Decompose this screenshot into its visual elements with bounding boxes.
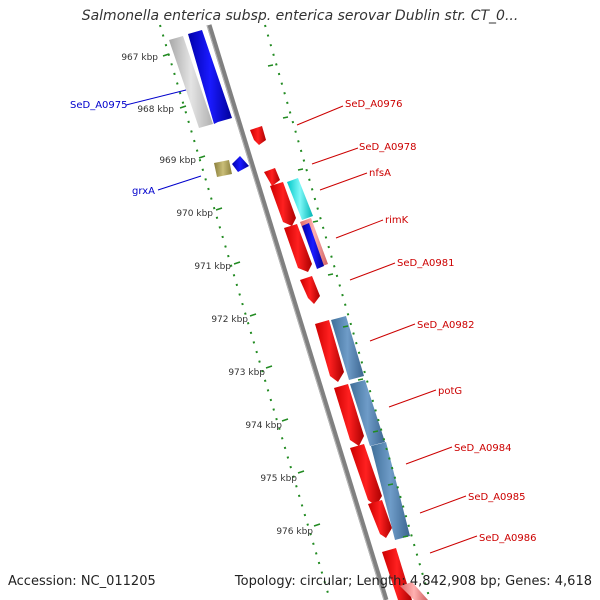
gene-label-potG[interactable]: potG: [438, 386, 462, 397]
gene-feature-SeD_A0984-steel: [371, 442, 410, 540]
tick-mark: [372, 430, 379, 433]
gene-label-SeD_A0982[interactable]: SeD_A0982: [417, 320, 475, 331]
gene-label-nfsA[interactable]: nfsA: [369, 168, 391, 179]
tick-mark: [282, 116, 289, 119]
label-connector: [296, 105, 344, 126]
gene-label-SeD_A0981[interactable]: SeD_A0981: [397, 258, 455, 269]
tick-label: 976 kbp: [276, 527, 313, 537]
tick-mark: [327, 273, 334, 276]
tick-mark: [198, 155, 206, 159]
gene-label-grxA[interactable]: grxA: [132, 186, 155, 197]
tick-ring-inner: [159, 24, 331, 600]
gene-feature-SeD_A0978: [270, 182, 296, 226]
label-connector: [319, 172, 368, 191]
gene-feature-SeD_A0985: [368, 500, 392, 538]
gene-feature-SeD_A0975: [188, 30, 232, 124]
genome-backbone-highlight: [206, 24, 385, 600]
tick-mark: [233, 261, 241, 265]
label-connector: [125, 89, 187, 106]
label-connector: [369, 323, 416, 342]
gene-feature-SeD_A0975-shadow: [169, 36, 213, 128]
accession-text: Accession: NC_011205: [8, 574, 156, 589]
tick-mark: [313, 523, 321, 527]
gene-feature-grxA-arrow: [232, 156, 249, 172]
map-title: Salmonella enterica subsp. enterica sero…: [81, 8, 519, 24]
label-connector: [311, 147, 359, 165]
gene-feature-nfsA: [287, 178, 313, 220]
gene-label-SeD_A0984[interactable]: SeD_A0984: [454, 443, 512, 454]
label-connector: [429, 535, 478, 554]
label-connector: [335, 219, 384, 239]
tick-label: 972 kbp: [211, 315, 248, 325]
gene-feature-potG-steel: [350, 380, 385, 446]
gene-feature-SeD_A0984: [350, 444, 382, 506]
gene-feature-SeD_A0982: [315, 320, 344, 382]
label-connector: [157, 175, 202, 191]
gene-feature-SeD_A0978-a: [264, 168, 280, 186]
tick-mark: [342, 325, 349, 328]
tick-label: 969 kbp: [159, 156, 196, 166]
tick-label: 971 kbp: [194, 262, 231, 272]
tick-marks: 967 kbp 968 kbp 969 kbp 970 kbp 971 kbp …: [121, 53, 409, 538]
summary-text: Topology: circular; Length: 4,842,908 bp…: [234, 574, 592, 589]
gene-label-SeD_A0978[interactable]: SeD_A0978: [359, 142, 417, 153]
tick-mark: [312, 220, 319, 223]
gene-labels: SeD_A0975 grxA SeD_A0976 SeD_A0978 nfsA …: [70, 89, 537, 554]
tick-label: 975 kbp: [260, 474, 297, 484]
tick-label: 967 kbp: [121, 53, 158, 63]
tick-mark: [297, 470, 305, 474]
gene-label-SeD_A0986[interactable]: SeD_A0986: [479, 533, 537, 544]
tick-mark: [179, 105, 187, 109]
gene-label-rimK[interactable]: rimK: [385, 215, 409, 226]
tick-mark: [267, 64, 274, 67]
label-connector: [405, 446, 453, 465]
label-connector: [419, 495, 467, 514]
tick-mark: [215, 207, 223, 211]
tick-label: 973 kbp: [228, 368, 265, 378]
tick-mark: [281, 418, 289, 422]
gene-label-SeD_A0975[interactable]: SeD_A0975: [70, 100, 128, 111]
gene-feature-grxA: [214, 160, 232, 177]
tick-label: 974 kbp: [245, 421, 282, 431]
tick-mark: [387, 483, 394, 486]
gene-feature-rimK-blue: [302, 223, 324, 269]
tick-mark: [357, 378, 364, 381]
tick-mark: [162, 53, 170, 57]
gene-feature-SeD_A0982-steel: [331, 316, 364, 380]
tick-mark: [297, 168, 304, 171]
label-connector: [388, 389, 437, 408]
gene-feature-SeD_A0986-tail: [400, 582, 428, 600]
tick-mark: [265, 365, 273, 369]
tick-mark: [249, 313, 257, 317]
gene-feature-potG: [334, 384, 364, 446]
gene-label-SeD_A0985[interactable]: SeD_A0985: [468, 492, 526, 503]
tick-ring-outer: [264, 24, 431, 600]
tick-label: 968 kbp: [137, 105, 174, 115]
label-connector: [349, 262, 396, 281]
tick-mark: [402, 535, 409, 538]
gene-feature-SeD_A0981: [300, 276, 320, 304]
gene-feature-SeD_A0976: [250, 126, 266, 145]
tick-label: 970 kbp: [176, 209, 213, 219]
feature-track: [169, 30, 428, 600]
gene-label-SeD_A0976[interactable]: SeD_A0976: [345, 99, 403, 110]
genome-backbone: [206, 24, 389, 600]
gene-feature-rimK: [284, 224, 312, 272]
